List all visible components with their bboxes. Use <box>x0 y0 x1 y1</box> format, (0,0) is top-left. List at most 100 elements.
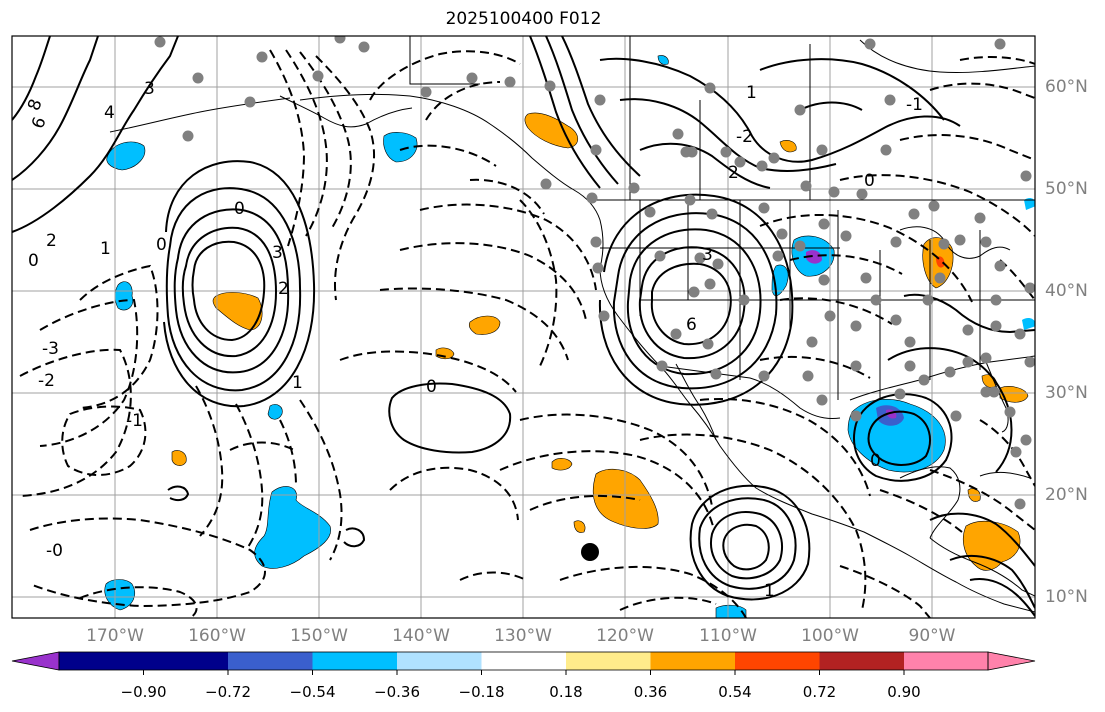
contour-line <box>269 49 306 247</box>
contour-label: 4 <box>104 103 115 123</box>
contour-line <box>167 485 190 502</box>
contour-line <box>519 199 558 367</box>
contour-line <box>399 144 497 167</box>
lat-label-30n: 30°N <box>1045 383 1088 403</box>
contour-line <box>425 81 501 121</box>
aleutian-chain <box>109 97 291 133</box>
shaded-region <box>551 458 573 471</box>
contour-line <box>612 212 778 390</box>
contour-label: -1 <box>906 95 923 115</box>
colorbar-tick-label: 0.54 <box>718 683 752 701</box>
contour-line <box>598 193 794 406</box>
lat-label-10n: 10°N <box>1045 587 1088 607</box>
alaska-border <box>409 36 480 85</box>
contour-line <box>650 262 732 346</box>
lat-label-20n: 20°N <box>1045 485 1088 505</box>
contour-line <box>638 246 746 360</box>
contour-line <box>929 469 1035 531</box>
contour-line <box>388 382 512 454</box>
contour-line <box>369 50 521 101</box>
lat-label-60n: 60°N <box>1045 77 1088 97</box>
contour-label: 0 <box>864 171 875 191</box>
colorbar-segment <box>566 652 651 670</box>
contour-line <box>545 36 619 185</box>
contour-line <box>12 36 99 181</box>
contour-line <box>722 523 770 571</box>
baja-california <box>675 363 717 441</box>
colorbar-segment <box>228 652 313 670</box>
contour-line <box>399 242 587 321</box>
contour-line <box>789 254 903 275</box>
colorbar-right-extend <box>987 651 1036 671</box>
contour-line <box>79 264 159 409</box>
great-lakes <box>899 226 1011 259</box>
contour-line <box>698 497 797 590</box>
lon-label-160w: 160°W <box>188 626 246 646</box>
contour-line <box>61 405 147 476</box>
colorbar-left-extend <box>11 651 60 671</box>
contour-line <box>899 134 1035 161</box>
contour-label: 3 <box>702 245 713 265</box>
contour-line <box>839 174 1035 237</box>
contour-line <box>419 203 597 291</box>
colorbar-tick-label: 0.90 <box>887 683 921 701</box>
contour-line <box>779 297 893 325</box>
contour-label: 2 <box>278 279 289 299</box>
contour-line <box>903 293 1035 334</box>
contour-line <box>163 160 316 408</box>
colorbar-tick-label: 0.72 <box>802 683 837 701</box>
contour-line <box>699 397 871 497</box>
shaded-region <box>779 140 797 153</box>
contour-line <box>459 571 527 581</box>
shaded-region <box>657 55 669 65</box>
contour-labels: 8 6 4 3 2 1 0 -1 -2 -3 0 0 3 2 1 0 3 6 0… <box>24 79 923 601</box>
contour-line <box>191 240 266 342</box>
hudson-bay <box>859 39 1035 74</box>
contour-line <box>173 208 290 374</box>
contour-line <box>39 298 139 447</box>
contour-line <box>639 433 867 611</box>
contour-line <box>929 512 1035 567</box>
contour-line <box>879 489 963 533</box>
contour-label: -1 <box>126 411 143 431</box>
colorbar-tick-label: −0.90 <box>120 683 167 701</box>
graticule <box>12 36 1035 618</box>
lon-label-150w: 150°W <box>290 626 348 646</box>
map-title: 2025100400 F012 <box>445 9 602 29</box>
contour-line <box>19 348 132 497</box>
shaded-region <box>524 112 579 149</box>
shaded-region <box>106 141 146 171</box>
contour-line <box>29 517 266 608</box>
shaded-region <box>806 250 822 264</box>
contour-line <box>759 355 871 379</box>
lon-label-90w: 90°W <box>908 626 956 646</box>
contour-line <box>339 350 517 393</box>
contour-label: 0 <box>156 235 167 255</box>
contour-line <box>626 228 762 376</box>
contour-line <box>379 287 569 361</box>
shaded-region <box>1022 318 1035 330</box>
shaded-region <box>254 486 331 569</box>
contour-label: 0 <box>234 199 245 219</box>
shaded-region <box>267 404 283 420</box>
lon-label-120w: 120°W <box>596 626 654 646</box>
colorbar-segment <box>59 652 144 670</box>
contour-line <box>867 410 931 466</box>
contour-line <box>469 178 545 215</box>
contour-line <box>979 419 1035 487</box>
lon-label-170w: 170°W <box>86 626 144 646</box>
shaded-region <box>468 315 501 335</box>
contour-line <box>12 36 51 121</box>
contour-label: 2 <box>728 163 739 183</box>
contour-line <box>561 36 641 177</box>
lat-label-50n: 50°N <box>1045 179 1088 199</box>
contour-line <box>887 347 1013 473</box>
lon-label-110w: 110°W <box>699 626 757 646</box>
map-frame <box>11 35 1036 619</box>
contour-line <box>343 527 366 548</box>
contour-label: 6 <box>686 315 697 335</box>
map-panel: 8 6 4 3 2 1 0 -1 -2 -3 0 0 3 2 1 0 3 6 0… <box>12 36 1035 618</box>
shaded-region <box>1024 198 1035 210</box>
lat-label-40n: 40°N <box>1045 281 1088 301</box>
